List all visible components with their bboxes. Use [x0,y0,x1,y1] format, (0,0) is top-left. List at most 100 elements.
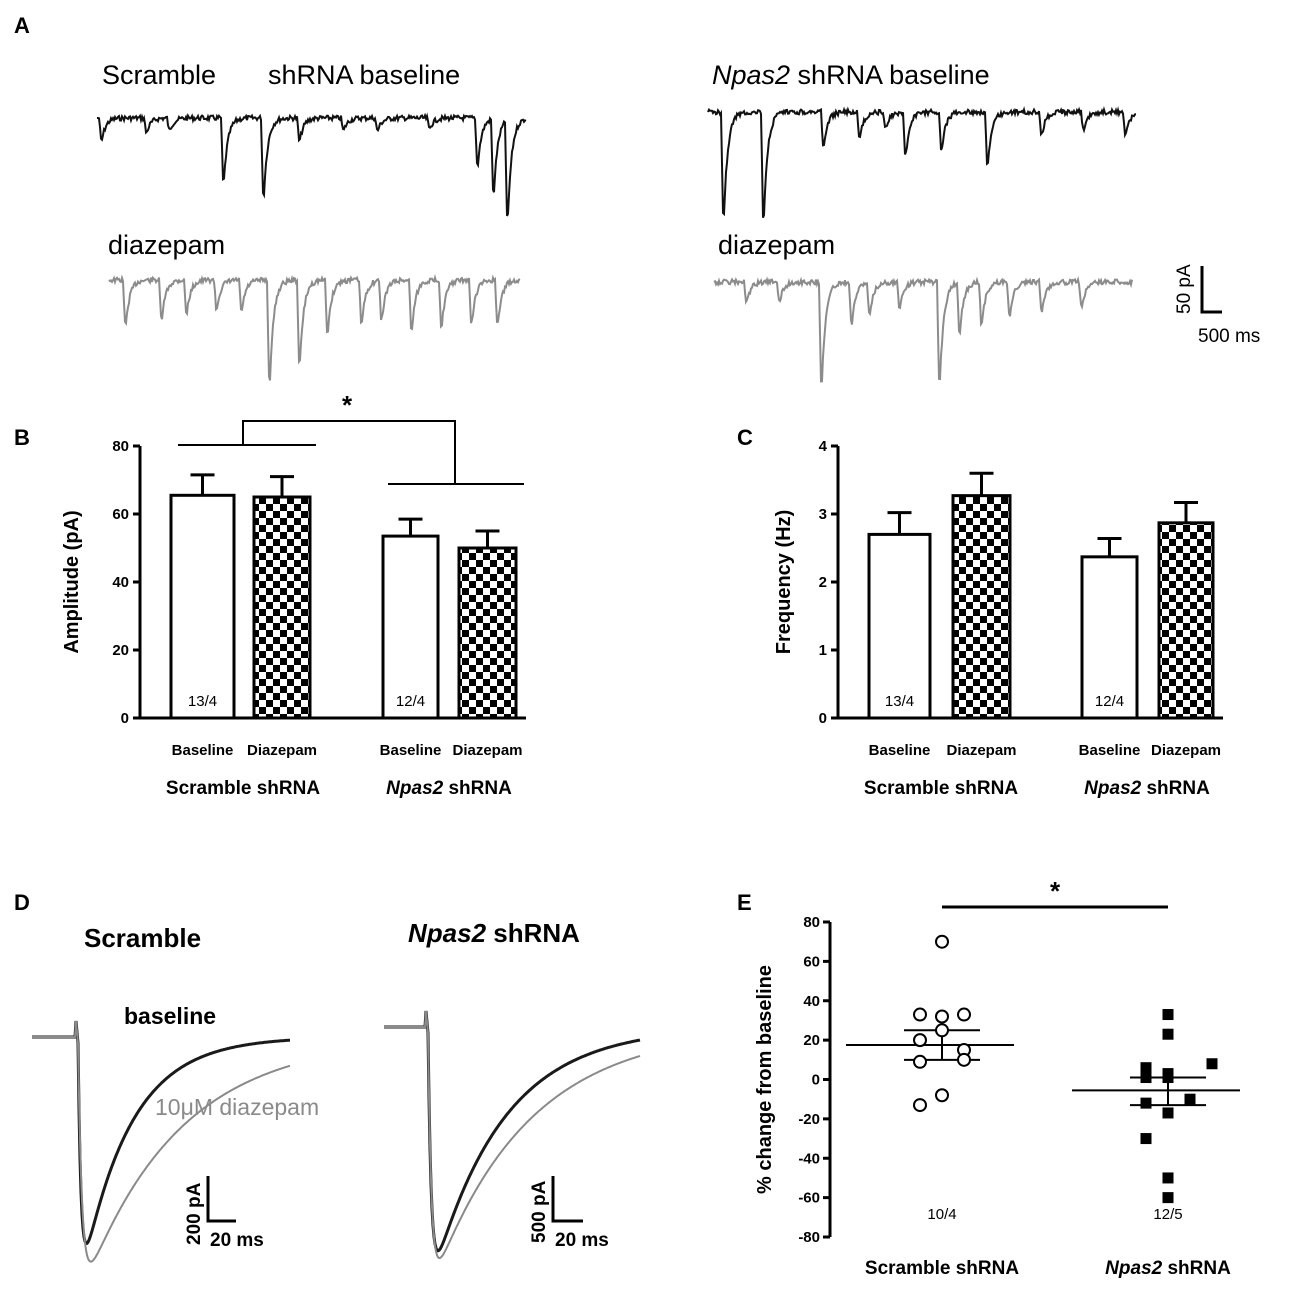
data-point [935,934,949,949]
scale-label-d-left-vertical: 200 pA [184,1182,205,1245]
bar-baseline [1080,555,1139,720]
trace-label-scramble-1: Scramble [102,60,216,90]
y-tick-label: 60 [803,953,820,970]
category-label: Diazepam [452,742,522,759]
group-label: Npas2 shRNA [1084,778,1210,799]
trace-d-npas2-diazepam [384,1010,641,1259]
data-point [1206,1058,1218,1070]
panel-e: E -80 -60 -40 -20 0 20 40 60 80 % change from bas… [737,876,1240,1279]
trace-label-npas2-baseline: Npas2 shRNA baseline [712,60,990,90]
bar-diazepam [1157,521,1215,720]
group-label: Npas2 shRNA [386,778,512,799]
bar-diazepam [457,546,518,720]
data-point [1162,1192,1174,1204]
data-point [957,1007,971,1022]
y-tick-label: -80 [798,1229,820,1246]
y-tick-label: 1 [819,642,827,659]
data-point [1140,1133,1152,1145]
significance-star: * [1050,876,1061,906]
panel-letter-a: A [14,13,30,38]
scale-label-a-vertical: 50 pA [1174,264,1195,314]
y-tick-label: 0 [812,1072,820,1089]
category-label: Diazepam [247,742,317,759]
d-title-scramble: Scramble [84,923,201,953]
trace-d-npas2-baseline [384,1010,641,1253]
panel-d: D Scramble Npas2 shRNA baseline 10μM dia… [14,890,641,1263]
trace-d-scramble-baseline [32,1020,290,1245]
data-point [1162,1072,1174,1084]
bar-baseline [169,493,236,720]
data-point [935,1088,949,1103]
scale-bar-a [1200,266,1222,314]
y-axis-title: Frequency (Hz) [773,510,795,654]
data-point [1162,1028,1174,1040]
group-label: Scramble shRNA [864,778,1018,799]
panel-c: C 0 1 2 3 4 Frequency (Hz) Baseline 13/4 Diazepa… [737,425,1223,799]
bar-baseline [867,532,932,720]
scale-label-d-left-horizontal: 20 ms [210,1230,264,1251]
trace-label-npas2-diazepam: diazepam [718,230,835,260]
y-tick-label: -60 [798,1190,820,1207]
y-tick-label: 0 [121,710,129,727]
data-point [913,1007,927,1022]
significance-star: * [342,390,353,420]
y-tick-label: -40 [798,1150,820,1167]
panel-b: B 0 20 40 60 80 Amplitude (pA) Baseline 13/4 Dia… [14,390,526,799]
n-label: 12/5 [1153,1206,1182,1223]
d-label-baseline: baseline [124,1003,216,1029]
n-label: 12/4 [1095,693,1124,710]
scale-bar-d-right [551,1176,583,1223]
n-label: 10/4 [927,1206,956,1223]
y-axis-title: % change from baseline [754,965,776,1194]
data-point [1162,1107,1174,1119]
panel-letter-d: D [14,890,30,915]
n-label: 13/4 [188,693,217,710]
data-point [957,1052,971,1067]
d-title-npas2: Npas2 shRNA [408,918,580,948]
group-label: Scramble shRNA [166,778,320,799]
y-tick-label: 2 [819,574,827,591]
bar-baseline [381,534,440,720]
category-label: Baseline [869,742,931,759]
data-point [1140,1097,1152,1109]
scale-label-d-right-horizontal: 20 ms [555,1230,609,1251]
category-label: Diazepam [1151,742,1221,759]
trace-npas2-diazepam [713,275,1133,383]
trace-d-scramble-diazepam [32,1020,291,1263]
data-point [1162,1009,1174,1021]
group-label: Scramble shRNA [865,1258,1019,1279]
d-label-diazepam: 10μM diazepam [155,1094,319,1120]
scale-label-a-horizontal: 500 ms [1198,326,1260,347]
data-point [1140,1072,1152,1084]
trace-scramble-diazepam [108,273,521,381]
data-point [1140,1062,1152,1074]
data-point [1184,1093,1196,1105]
bar-diazepam [951,494,1012,720]
y-tick-label: 20 [803,1032,820,1049]
y-tick-label: 20 [112,642,129,659]
y-tick-label: 80 [803,914,820,931]
category-label: Diazepam [946,742,1016,759]
trace-label-scramble-2: shRNA baseline [268,60,460,90]
y-tick-label: 4 [819,438,828,455]
group-label: Npas2 shRNA [1105,1258,1231,1279]
category-label: Baseline [380,742,442,759]
panel-a: A Scramble shRNA baseline diazepam Npas2… [14,13,1260,383]
y-tick-label: 60 [112,506,129,523]
significance-bracket [178,420,524,485]
bar-diazepam [252,495,312,720]
panel-letter-e: E [737,890,752,915]
panel-letter-b: B [14,425,30,450]
y-tick-label: 80 [112,438,129,455]
scale-bar-d-left [206,1176,236,1223]
panel-letter-c: C [737,425,753,450]
y-axis-title: Amplitude (pA) [61,510,83,653]
data-point [913,1054,927,1069]
n-label: 13/4 [885,693,914,710]
n-label: 12/4 [396,693,425,710]
trace-npas2-baseline [707,106,1137,219]
y-tick-label: 40 [112,574,129,591]
scale-label-d-right-vertical: 500 pA [529,1180,550,1243]
y-tick-label: 40 [803,993,820,1010]
